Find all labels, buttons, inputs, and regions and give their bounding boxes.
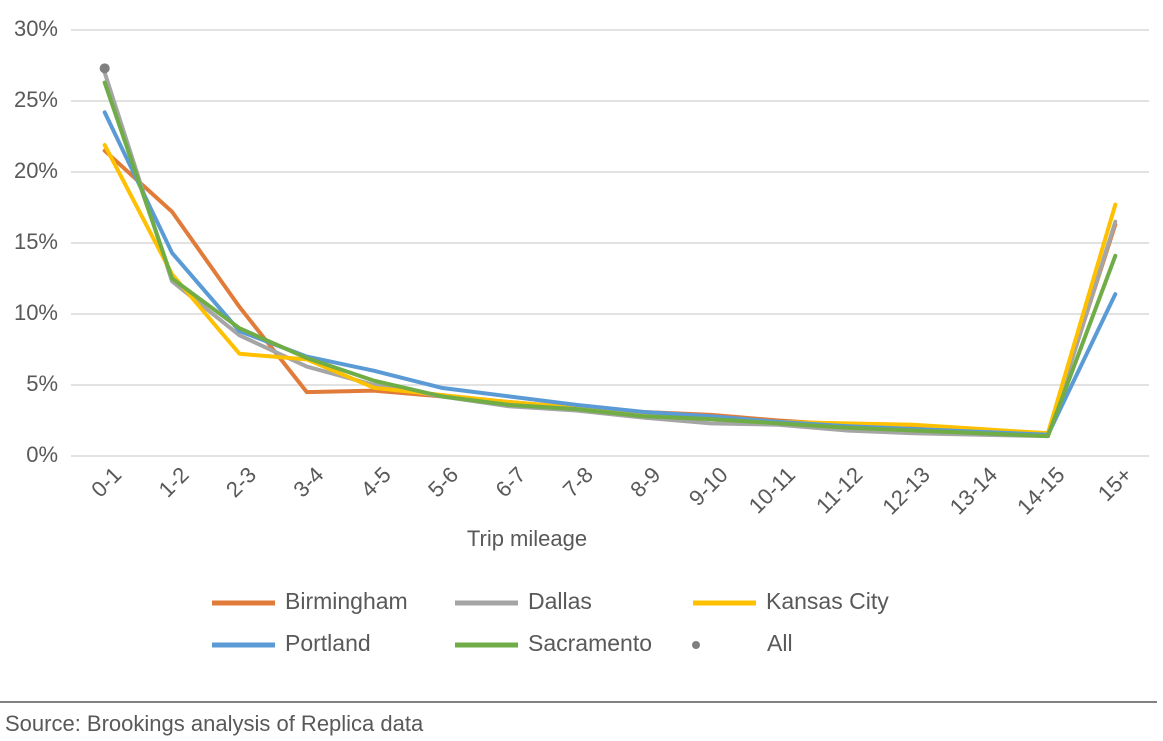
x-tick-label: 5-6 [423, 462, 463, 502]
legend-label: Kansas City [766, 588, 889, 614]
y-tick-label: 25% [14, 87, 58, 112]
x-tick-label: 11-12 [811, 462, 867, 518]
x-tick-label: 13-14 [945, 462, 1002, 519]
y-tick-label: 5% [26, 371, 58, 396]
legend-label: Sacramento [528, 630, 652, 656]
x-tick-label: 6-7 [490, 462, 530, 502]
x-tick-label: 4-5 [356, 462, 396, 502]
x-axis-label: Trip mileage [467, 526, 587, 551]
legend-label: Dallas [528, 588, 592, 614]
y-tick-label: 15% [14, 229, 58, 254]
line [102, 70, 1118, 439]
y-tick-label: 20% [14, 158, 58, 183]
x-tick-label: 7-8 [558, 462, 598, 502]
source-note: Source: Brookings analysis of Replica da… [5, 711, 424, 736]
x-tick-label: 14-15 [1012, 462, 1069, 519]
y-tick-label: 10% [14, 300, 58, 325]
x-tick-label: 15+ [1093, 462, 1137, 506]
line [102, 143, 1118, 436]
legend-marker [692, 641, 700, 649]
line [102, 148, 1118, 436]
line [102, 110, 1118, 437]
x-tick-label: 12-13 [877, 462, 934, 519]
legend-label: Portland [285, 630, 371, 656]
line [102, 80, 1118, 439]
x-tick-label: 10-11 [744, 462, 800, 518]
x-tick-label: 3-4 [288, 462, 328, 502]
x-tick-label: 9-10 [684, 462, 733, 511]
legend-label: All [767, 630, 793, 656]
x-tick-label: 1-2 [154, 462, 194, 502]
x-tick-label: 2-3 [221, 462, 261, 502]
legend-label: Birmingham [285, 588, 408, 614]
marker [99, 63, 110, 74]
x-tick-label: 8-9 [625, 462, 665, 502]
x-tick-label: 0-1 [86, 462, 126, 502]
y-tick-label: 0% [26, 442, 58, 467]
y-tick-label: 30% [14, 16, 58, 41]
